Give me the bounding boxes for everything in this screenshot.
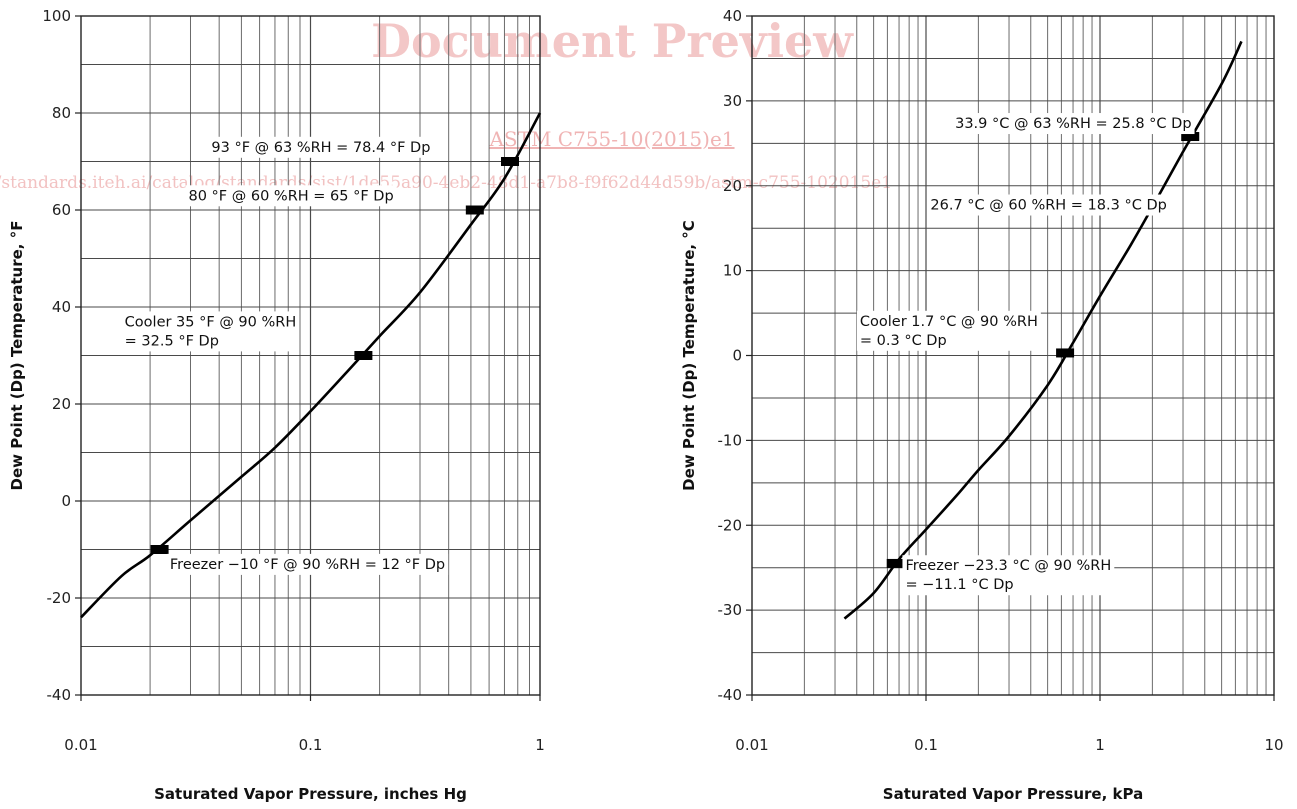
data-marker xyxy=(150,545,169,554)
y-tick-label: -10 xyxy=(718,431,743,449)
annotation-text: = 32.5 °F Dp xyxy=(125,333,219,349)
annotation-text: Freezer −10 °F @ 90 %RH = 12 °F Dp xyxy=(170,557,445,573)
watermark: Document Preview ASTM C755-10(2015)e1 ht… xyxy=(0,14,892,193)
dewpoint-curve xyxy=(80,112,542,619)
y-tick-label: 20 xyxy=(52,395,71,413)
x-tick-label: 0.1 xyxy=(914,736,938,754)
y-tick-label: -30 xyxy=(718,601,743,619)
y-tick-label: -20 xyxy=(718,516,743,534)
y-tick-label: -40 xyxy=(47,686,72,704)
annotation-backdrop xyxy=(208,136,434,158)
annotation-backdrop xyxy=(902,555,1115,596)
dewpoint-curve xyxy=(843,40,1243,620)
data-marker xyxy=(1181,132,1200,142)
y-tick-label: -20 xyxy=(47,589,72,607)
x-tick-label: 0.1 xyxy=(299,736,323,754)
annotation-backdrop xyxy=(185,185,397,207)
annotation-text: Freezer −23.3 °C @ 90 %RH xyxy=(905,558,1111,574)
annotation: 33.9 °C @ 63 %RH = 25.8 °C Dp xyxy=(952,113,1195,135)
y-tick-label: 40 xyxy=(723,7,742,25)
chart-right-celsius: -40 -30 -20 -10 0 10 20 30 40 0.01 0.1 1 10 Saturated… xyxy=(680,7,1284,803)
annotation: Cooler 1.7 °C @ 90 %RH = 0.3 °C Dp xyxy=(856,310,1041,351)
y-tick-label: -40 xyxy=(718,686,743,704)
data-marker xyxy=(1056,348,1075,358)
annotation: Cooler 35 °F @ 90 %RH = 32.5 °F Dp xyxy=(121,311,300,352)
annotation: Freezer −23.3 °C @ 90 %RH = −11.1 °C Dp xyxy=(902,555,1115,596)
annotation-text: Cooler 1.7 °C @ 90 %RH xyxy=(860,314,1038,330)
x-axis-label: Saturated Vapor Pressure, inches Hg xyxy=(154,785,467,803)
annotation: 26.7 °C @ 60 %RH = 18.3 °C Dp xyxy=(927,194,1170,216)
x-tick-label: 0.01 xyxy=(735,736,768,754)
annotation-text: = −11.1 °C Dp xyxy=(905,577,1013,593)
annotation-text: 80 °F @ 60 %RH = 65 °F Dp xyxy=(188,188,393,204)
annotation-backdrop xyxy=(952,113,1195,135)
x-tick-label: 1 xyxy=(535,736,545,754)
annotation-text: 93 °F @ 63 %RH = 78.4 °F Dp xyxy=(211,140,430,156)
data-marker xyxy=(465,205,484,215)
annotation-text: 26.7 °C @ 60 %RH = 18.3 °C Dp xyxy=(930,198,1166,214)
annotation: 80 °F @ 60 %RH = 65 °F Dp xyxy=(185,185,397,207)
y-tick-label: 100 xyxy=(42,7,71,25)
y-tick-label: 30 xyxy=(723,92,742,110)
y-tick-label: 20 xyxy=(723,177,742,195)
y-axis-label: Dew Point (Dp) Temperature, °C xyxy=(680,220,698,491)
x-tick-label: 10 xyxy=(1264,736,1283,754)
annotation-backdrop xyxy=(166,553,449,575)
y-tick-label: 60 xyxy=(52,201,71,219)
y-tick-label: 0 xyxy=(61,492,71,510)
annotation-text: 33.9 °C @ 63 %RH = 25.8 °C Dp xyxy=(955,116,1191,132)
y-tick-label: 0 xyxy=(732,347,742,365)
x-tick-label: 1 xyxy=(1095,736,1105,754)
annotation-text: = 0.3 °C Dp xyxy=(860,333,947,349)
data-marker xyxy=(500,157,519,166)
y-tick-label: 80 xyxy=(52,104,71,122)
y-axis-label: Dew Point (Dp) Temperature, °F xyxy=(8,221,26,491)
y-tick-label: 10 xyxy=(723,262,742,280)
annotation-backdrop xyxy=(927,194,1170,216)
annotation-backdrop xyxy=(856,310,1041,351)
x-axis-label: Saturated Vapor Pressure, kPa xyxy=(883,785,1143,803)
data-marker xyxy=(354,351,373,360)
x-tick-label: 0.01 xyxy=(64,736,97,754)
annotation-backdrop xyxy=(121,311,300,352)
y-tick-label: 40 xyxy=(52,298,71,316)
annotation: 93 °F @ 63 %RH = 78.4 °F Dp xyxy=(208,136,434,158)
annotation: Freezer −10 °F @ 90 %RH = 12 °F Dp xyxy=(166,553,449,575)
watermark-url: https://standards.iteh.ai/catalog/standa… xyxy=(0,173,892,193)
watermark-title: Document Preview xyxy=(371,14,854,68)
data-marker xyxy=(886,558,905,568)
chart-left-fahrenheit: -40 -20 0 20 40 60 80 100 0.01 0.1 1 Saturated Vapo… xyxy=(8,7,545,803)
annotation-text: Cooler 35 °F @ 90 %RH xyxy=(125,314,297,330)
